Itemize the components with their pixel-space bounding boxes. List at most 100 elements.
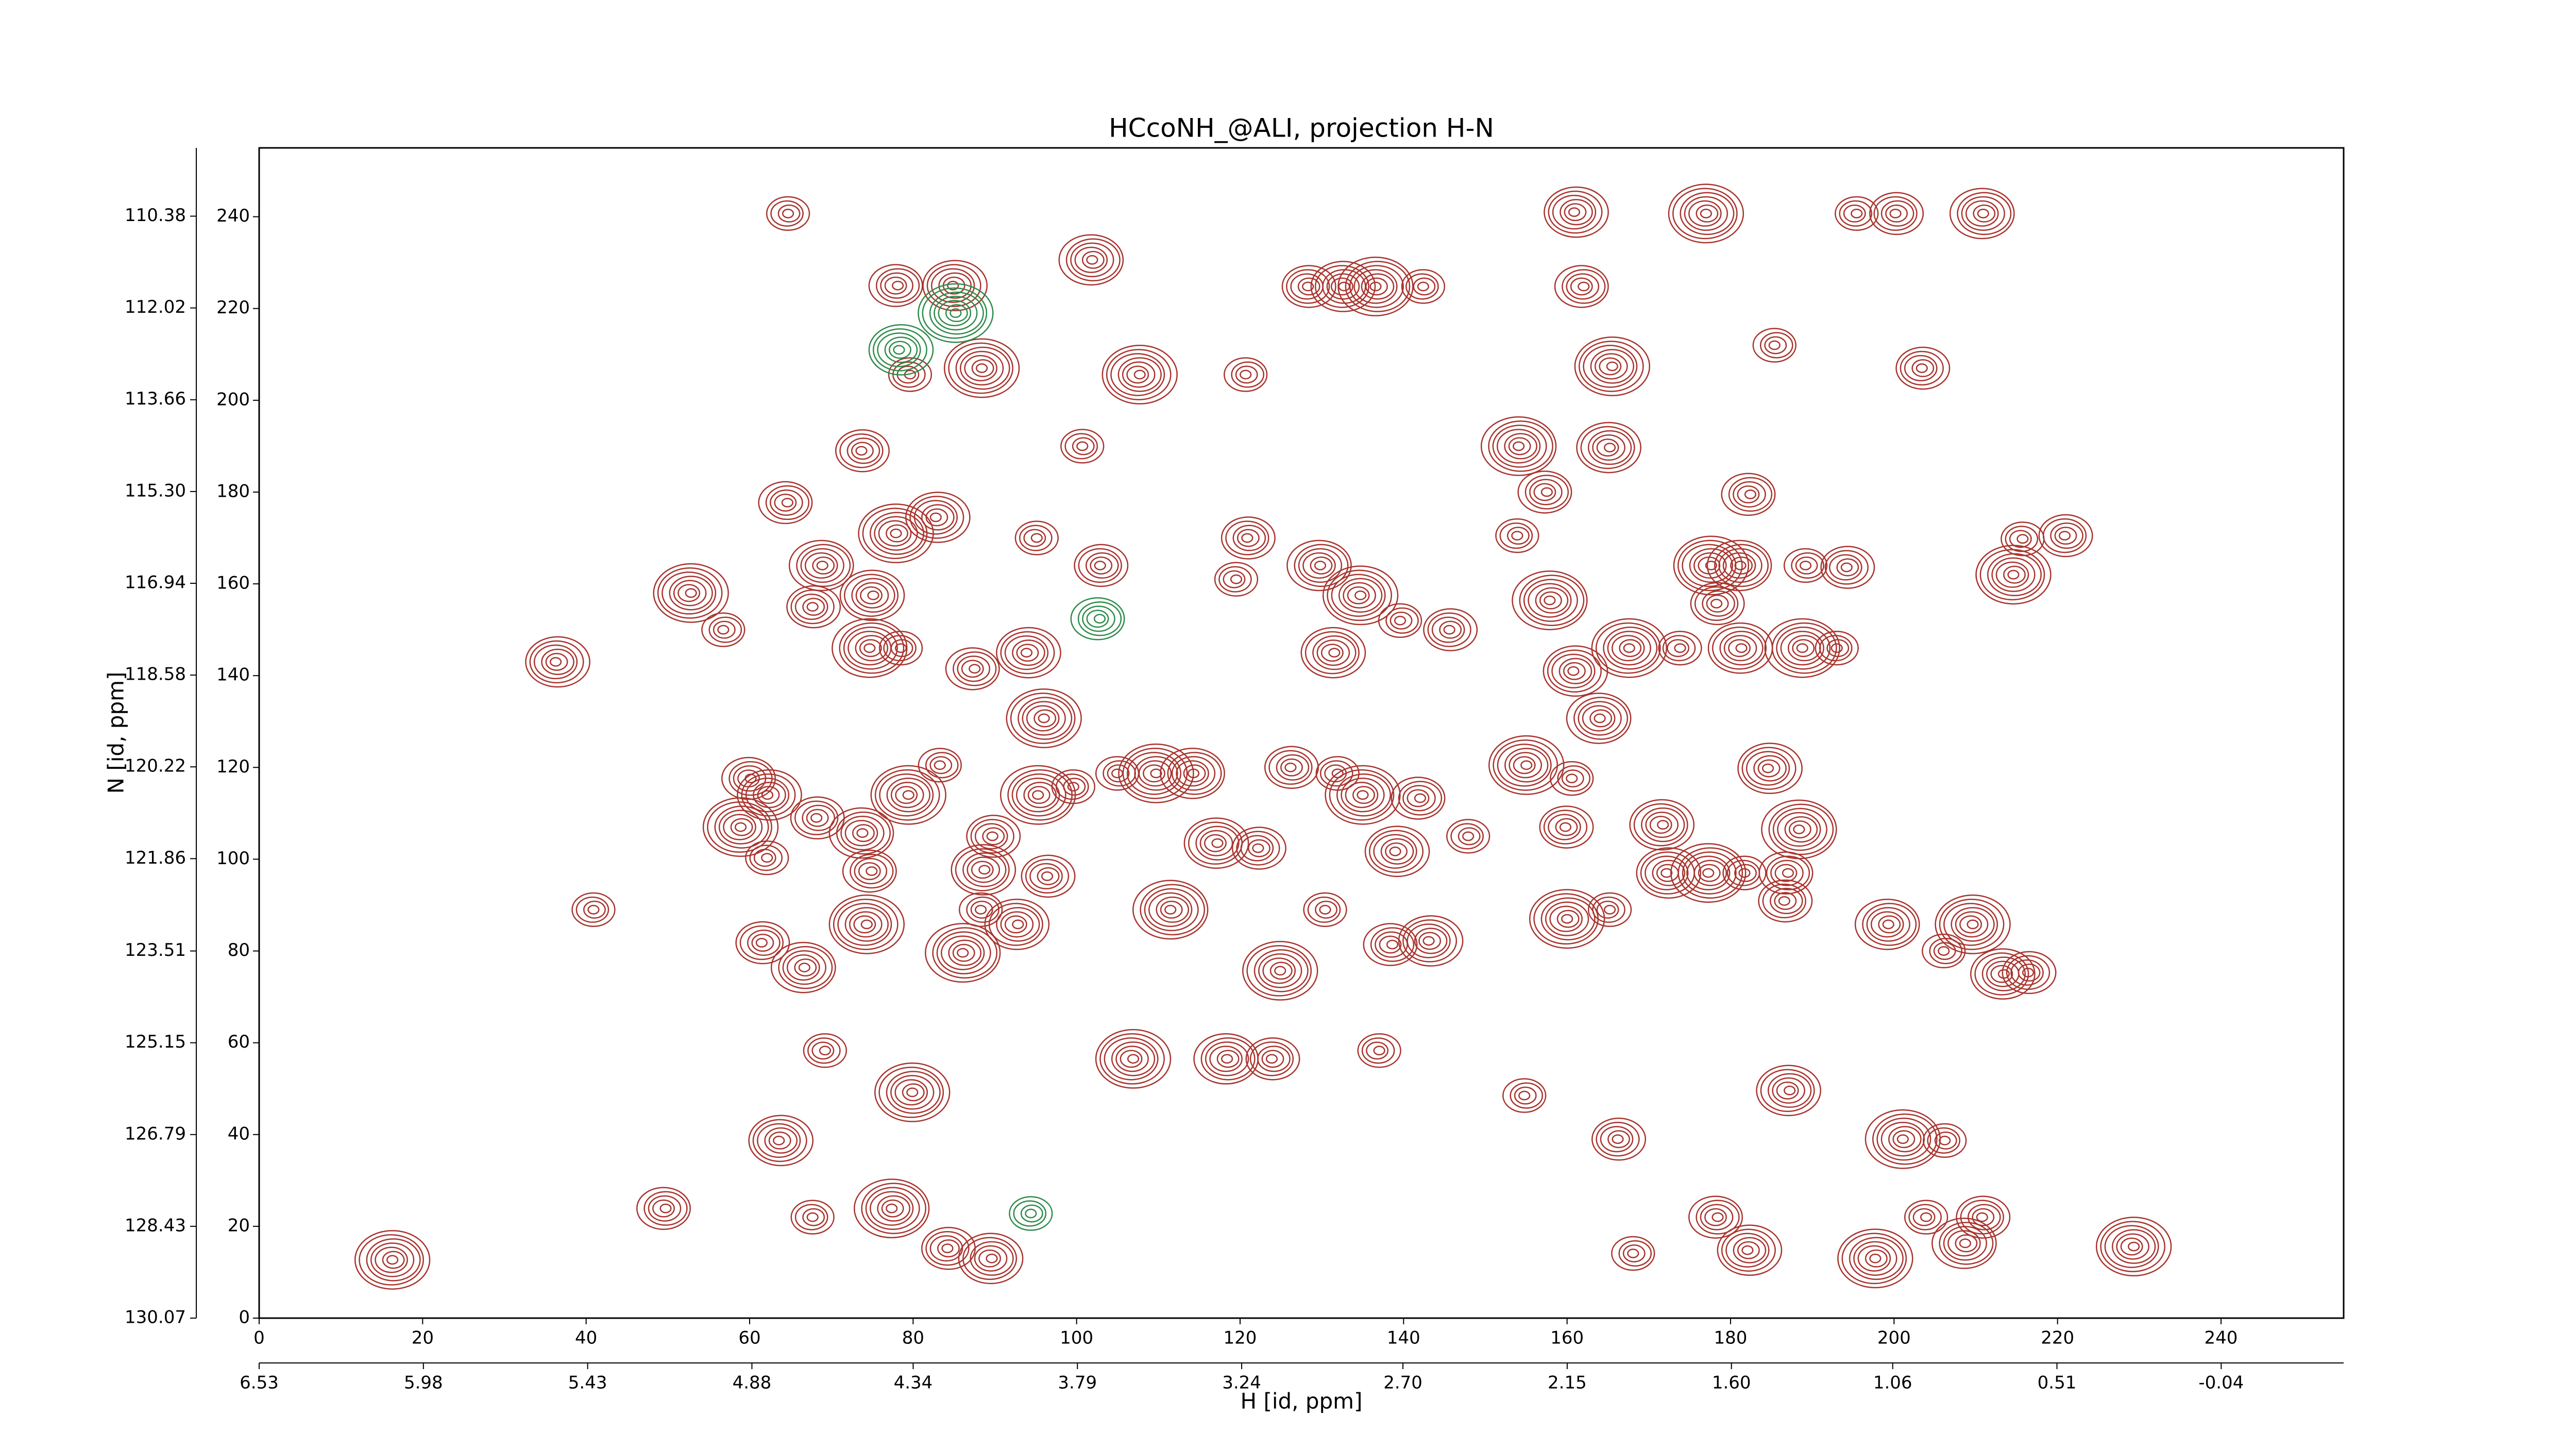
contour-line	[890, 639, 913, 658]
contour-line	[1216, 1050, 1240, 1068]
contour-line	[1904, 355, 1938, 382]
contour-line	[575, 896, 609, 923]
contour-line	[1492, 425, 1547, 468]
contour-line	[1320, 644, 1344, 662]
contour-line	[959, 350, 1004, 386]
contour-line	[982, 827, 1005, 846]
contour-line	[870, 512, 925, 555]
contour-line	[751, 934, 774, 952]
contour-line	[1370, 927, 1415, 962]
peak	[1783, 548, 1828, 583]
contour-line	[1592, 896, 1625, 923]
peak	[1512, 570, 1588, 631]
y-tick-label: 60	[228, 1032, 250, 1052]
contour-line	[1929, 937, 1963, 965]
contour-line	[1103, 760, 1136, 787]
contour-line	[2016, 534, 2029, 544]
contour-line	[525, 636, 590, 688]
peak	[1668, 183, 1744, 244]
peak	[1502, 1078, 1547, 1113]
contour-line	[1562, 269, 1606, 304]
contour-line	[950, 308, 962, 318]
contour-line	[752, 1119, 807, 1162]
contour-line	[872, 328, 927, 372]
contour-line	[1427, 612, 1471, 647]
contour-line	[811, 1041, 835, 1060]
contour-line	[1728, 477, 1773, 512]
contour-line	[1025, 1208, 1037, 1219]
contour-line	[745, 840, 789, 875]
contour-line	[1829, 554, 1862, 581]
contour-line	[843, 626, 898, 670]
contour-line	[874, 1062, 951, 1122]
contour-line	[1231, 827, 1286, 870]
contour-line	[1770, 887, 1803, 915]
contour-line	[1140, 884, 1206, 936]
contour-line	[1502, 1078, 1547, 1113]
contour-line	[1286, 269, 1330, 304]
contour-line	[986, 831, 998, 841]
contour-line	[2038, 514, 2093, 558]
contour-line	[1866, 907, 1910, 942]
peak	[1707, 622, 1773, 674]
peak	[1529, 889, 1605, 949]
contour-line	[1700, 209, 1712, 218]
contour-line	[359, 1234, 424, 1286]
contour-line	[1784, 1085, 1796, 1096]
contour-line	[867, 590, 879, 600]
contour-line	[1373, 834, 1417, 869]
contour-line	[798, 963, 810, 972]
contour-line	[1144, 888, 1199, 932]
contour-line	[1735, 643, 1748, 653]
contour-line	[1508, 437, 1531, 456]
contour-line	[1385, 842, 1408, 861]
contour-line	[1869, 192, 1924, 235]
contour-line	[853, 915, 876, 934]
contour-line	[1519, 575, 1585, 626]
contour-line	[541, 648, 574, 676]
peak	[1688, 1195, 1743, 1239]
peak	[1058, 234, 1124, 286]
contour-line	[1854, 899, 1920, 950]
peak	[1636, 847, 1702, 899]
contour-line	[735, 921, 790, 965]
contour-line	[1869, 1253, 1882, 1263]
contour-line	[1645, 855, 1689, 890]
peak	[1325, 765, 1401, 825]
contour-line	[886, 1203, 898, 1214]
contour-line	[643, 1191, 688, 1226]
contour-line	[978, 1249, 1002, 1268]
contour-line	[874, 769, 940, 821]
contour-line	[934, 760, 946, 770]
contour-line	[1959, 1238, 1971, 1249]
peak	[1378, 603, 1422, 638]
contour-line	[875, 268, 920, 303]
y-tick-label: 160	[216, 573, 250, 594]
peak	[951, 844, 1016, 896]
contour-line	[1462, 831, 1475, 841]
contour-line	[1660, 868, 1673, 878]
contour-line	[1876, 1117, 1931, 1161]
contour-line	[1431, 616, 1465, 643]
contour-line	[707, 801, 772, 853]
peak	[1949, 188, 2015, 240]
contour-line	[1576, 422, 1641, 474]
x-tick-label: 160	[1550, 1328, 1584, 1349]
contour-line	[1939, 899, 2005, 950]
contour-line	[1550, 761, 1594, 796]
contour-line	[1126, 752, 1181, 795]
contour-line	[1603, 626, 1658, 670]
peak	[1587, 892, 1632, 928]
contour-line	[1774, 864, 1798, 882]
contour-line	[1298, 548, 1343, 583]
contour-line	[1772, 807, 1827, 851]
contour-line	[1095, 756, 1140, 791]
contour-line	[549, 657, 562, 667]
contour-line	[718, 810, 763, 845]
contour-line	[794, 1204, 828, 1231]
contour-line	[662, 571, 717, 615]
contour-line	[1363, 923, 1418, 966]
contour-line	[1561, 914, 1573, 924]
y2-tick-label: 130.07	[125, 1307, 186, 1328]
